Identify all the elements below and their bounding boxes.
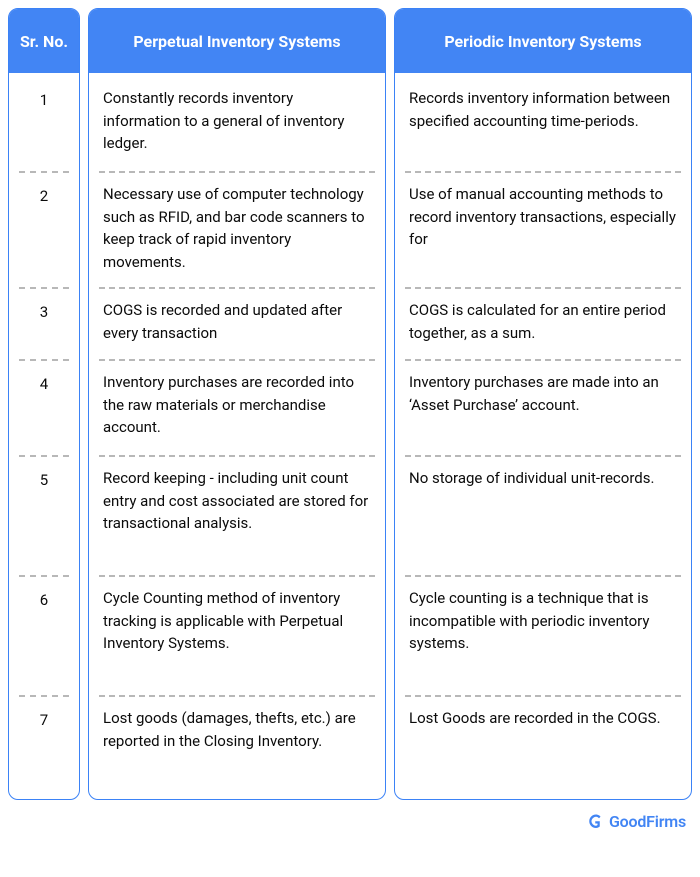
periodic-text: Records inventory information between sp…: [409, 87, 677, 132]
periodic-text: COGS is calculated for an entire period …: [409, 299, 677, 344]
row-divider: [99, 575, 375, 577]
footer-brand-text: GoodFirms: [609, 812, 686, 831]
sr-cell: 2: [19, 175, 69, 285]
footer-brand: GoodFirms: [0, 808, 700, 841]
row-divider: [19, 575, 69, 577]
perpetual-cell: Record keeping - including unit count en…: [99, 459, 375, 573]
perpetual-cell: Inventory purchases are recorded into th…: [99, 363, 375, 453]
header-perpetual-label: Perpetual Inventory Systems: [133, 32, 340, 51]
periodic-cell: Lost Goods are recorded in the COGS.: [405, 699, 681, 789]
sr-cell: 6: [19, 579, 69, 693]
row-divider: [405, 455, 681, 457]
column-periodic: Periodic Inventory Systems Records inven…: [394, 8, 692, 800]
row-divider: [19, 287, 69, 289]
row-divider: [99, 455, 375, 457]
sr-cell: 5: [19, 459, 69, 573]
perpetual-cell: Cycle Counting method of inventory track…: [99, 579, 375, 693]
row-divider: [405, 287, 681, 289]
row-divider: [99, 287, 375, 289]
row-divider: [19, 359, 69, 361]
periodic-text: Inventory purchases are made into an ‘As…: [409, 371, 677, 416]
perpetual-cell: Lost goods (damages, thefts, etc.) are r…: [99, 699, 375, 789]
sr-value: 4: [40, 373, 48, 396]
perpetual-cell: COGS is recorded and updated after every…: [99, 291, 375, 357]
sr-value: 7: [40, 709, 48, 732]
perpetual-text: Inventory purchases are recorded into th…: [103, 371, 371, 439]
sr-cell: 4: [19, 363, 69, 453]
row-divider: [405, 171, 681, 173]
perpetual-text: COGS is recorded and updated after every…: [103, 299, 371, 344]
row-divider: [99, 359, 375, 361]
column-perpetual: Perpetual Inventory Systems Constantly r…: [88, 8, 386, 800]
header-periodic: Periodic Inventory Systems: [395, 9, 691, 73]
sr-value: 1: [40, 89, 48, 112]
sr-value: 3: [40, 301, 48, 324]
periodic-text: Use of manual accounting methods to reco…: [409, 183, 677, 251]
sr-cell: 3: [19, 291, 69, 357]
row-divider: [99, 171, 375, 173]
column-periodic-body: Records inventory information between sp…: [395, 73, 691, 799]
periodic-cell: COGS is calculated for an entire period …: [405, 291, 681, 357]
header-periodic-label: Periodic Inventory Systems: [444, 32, 641, 51]
perpetual-text: Constantly records inventory information…: [103, 87, 371, 155]
sr-cell: 1: [19, 79, 69, 169]
header-sr-no: Sr. No.: [9, 9, 79, 73]
header-perpetual: Perpetual Inventory Systems: [89, 9, 385, 73]
perpetual-text: Lost goods (damages, thefts, etc.) are r…: [103, 707, 371, 752]
sr-value: 6: [40, 589, 48, 612]
row-divider: [405, 575, 681, 577]
column-sr-no: Sr. No. 1 2 3 4 5 6 7: [8, 8, 80, 800]
row-divider: [405, 359, 681, 361]
perpetual-text: Record keeping - including unit count en…: [103, 467, 371, 535]
sr-cell: 7: [19, 699, 69, 789]
periodic-cell: No storage of individual unit-records.: [405, 459, 681, 573]
perpetual-cell: Constantly records inventory information…: [99, 79, 375, 169]
goodfirms-logo-icon: [587, 813, 605, 831]
periodic-cell: Records inventory information between sp…: [405, 79, 681, 169]
header-sr-no-label: Sr. No.: [20, 32, 68, 51]
perpetual-text: Necessary use of computer technology suc…: [103, 183, 371, 273]
comparison-table: Sr. No. 1 2 3 4 5 6 7 Perpetual Inventor…: [0, 0, 700, 808]
column-sr-no-body: 1 2 3 4 5 6 7: [9, 73, 79, 799]
row-divider: [99, 695, 375, 697]
periodic-cell: Inventory purchases are made into an ‘As…: [405, 363, 681, 453]
periodic-cell: Cycle counting is a technique that is in…: [405, 579, 681, 693]
row-divider: [19, 171, 69, 173]
row-divider: [19, 455, 69, 457]
column-perpetual-body: Constantly records inventory information…: [89, 73, 385, 799]
periodic-cell: Use of manual accounting methods to reco…: [405, 175, 681, 285]
sr-value: 5: [40, 469, 48, 492]
perpetual-cell: Necessary use of computer technology suc…: [99, 175, 375, 285]
sr-value: 2: [40, 185, 48, 208]
periodic-text: Lost Goods are recorded in the COGS.: [409, 707, 661, 730]
row-divider: [19, 695, 69, 697]
periodic-text: No storage of individual unit-records.: [409, 467, 654, 490]
periodic-text: Cycle counting is a technique that is in…: [409, 587, 677, 655]
row-divider: [405, 695, 681, 697]
perpetual-text: Cycle Counting method of inventory track…: [103, 587, 371, 655]
